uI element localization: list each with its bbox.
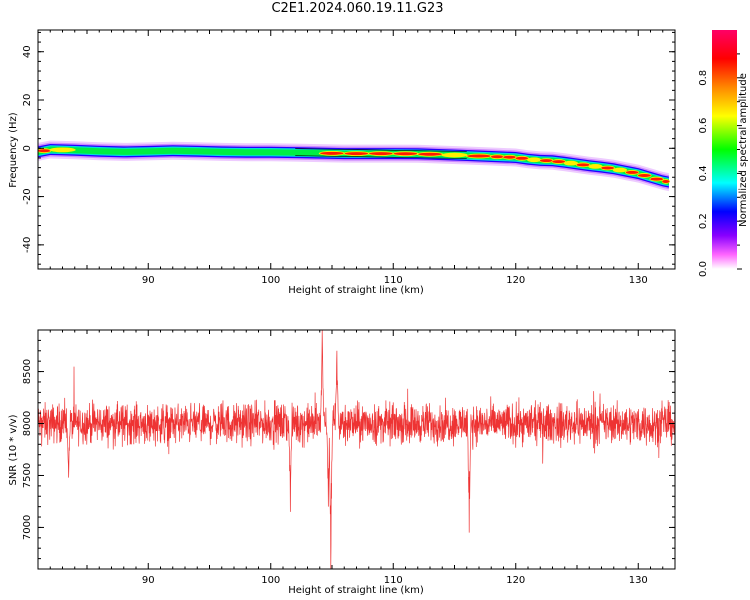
spectrogram-xtick-label: 100: [261, 275, 280, 286]
colorbar-ticks: 0.0 0.2 0.4 0.6 0.8: [698, 53, 742, 277]
spectrogram-xtick-label: 90: [142, 275, 155, 286]
ridge-core-red: [637, 173, 651, 177]
ridge-core-red: [515, 156, 529, 160]
snr-series-line: [38, 330, 675, 569]
figure-title: C2E1.2024.060.19.11.G23: [271, 1, 444, 16]
ridge-core-red: [539, 159, 553, 163]
ridge-core-red: [393, 152, 418, 156]
snr-xtick-label: 100: [261, 575, 280, 586]
ridge-core-red: [490, 155, 504, 159]
snr-xtick-label: 90: [142, 575, 155, 586]
snr-ticks: 90 100 110 120 130 7000 7500 8000 8500: [22, 329, 676, 586]
ridge-core-red: [320, 151, 344, 155]
spectrogram-panel: 90 100 110 120 130 -40 -20 0 20 40 Height of stra…: [8, 29, 676, 296]
spectrogram-ytick-label: -40: [22, 237, 33, 253]
spectrogram-xtick-label: 120: [506, 275, 525, 286]
spectrogram-ytick-label: 40: [22, 45, 33, 58]
ridge-core-red: [662, 179, 670, 183]
ridge-core-red: [503, 155, 517, 159]
colorbar-tick-label: 0.6: [698, 118, 709, 134]
ridge-core-red: [467, 154, 491, 158]
ridge-core-red: [552, 160, 566, 164]
snr-xtick-label: 120: [506, 575, 525, 586]
snr-xtick-label: 110: [384, 575, 403, 586]
spectrogram-xlabel: Height of straight line (km): [288, 285, 424, 296]
snr-panel: 90 100 110 120 130 7000 7500 8000 8500 Height of…: [8, 329, 676, 596]
snr-xlabel: Height of straight line (km): [288, 585, 424, 596]
spectrogram-ytick-label: 0: [22, 145, 33, 151]
ridge-core-yellow: [49, 147, 76, 153]
ridge-core-red: [418, 152, 442, 156]
ridge-core-yellow: [588, 163, 603, 169]
spectrogram-marks: [38, 140, 670, 192]
colorbar: 0.0 0.2 0.4 0.6 0.8 Normalized spectral ampl…: [698, 30, 749, 277]
ridge-core-red: [650, 177, 664, 181]
snr-xtick-label: 130: [629, 575, 648, 586]
spectrogram-ytick-label: -20: [22, 188, 33, 204]
snr-ytick-label: 7000: [22, 515, 33, 540]
ridge-contour-upper: [295, 148, 467, 152]
snr-ytick-label: 8500: [22, 359, 33, 384]
snr-ytick-label: 7500: [22, 463, 33, 488]
ridge-core-red: [38, 149, 51, 153]
ridge-contour-lower: [295, 155, 467, 159]
ridge-core-red: [344, 152, 369, 156]
snr-ytick-label: 8000: [22, 411, 33, 436]
colorbar-gradient: [712, 30, 737, 269]
ridge-core-yellow: [441, 152, 468, 158]
colorbar-tick-label: 0.2: [698, 213, 709, 229]
ridge-core-red: [576, 163, 590, 167]
colorbar-tick-label: 0.8: [698, 70, 709, 86]
snr-ylabel: SNR (10 * v/v): [8, 414, 19, 485]
ridge-core-yellow: [563, 160, 578, 166]
colorbar-label: Normalized spectral amplitude: [738, 73, 749, 227]
spectrogram-xtick-label: 130: [629, 275, 648, 286]
ridge-core-yellow: [527, 157, 542, 163]
spectrogram-xtick-label: 110: [384, 275, 403, 286]
ridge-core-red: [601, 166, 615, 170]
spectrogram-ylabel: Frequency (Hz): [8, 112, 19, 188]
snr-plot-area: [38, 330, 675, 569]
ridge-core-red: [625, 170, 639, 174]
spectrogram-ticks: 90 100 110 120 130 -40 -20 0 20 40: [22, 30, 676, 286]
spectrogram-ytick-label: 20: [22, 94, 33, 107]
colorbar-tick-label: 0.4: [698, 165, 709, 181]
ridge-core-red: [369, 152, 393, 156]
colorbar-tick-label: 0.0: [698, 261, 709, 277]
ridge-core-yellow: [612, 167, 627, 173]
